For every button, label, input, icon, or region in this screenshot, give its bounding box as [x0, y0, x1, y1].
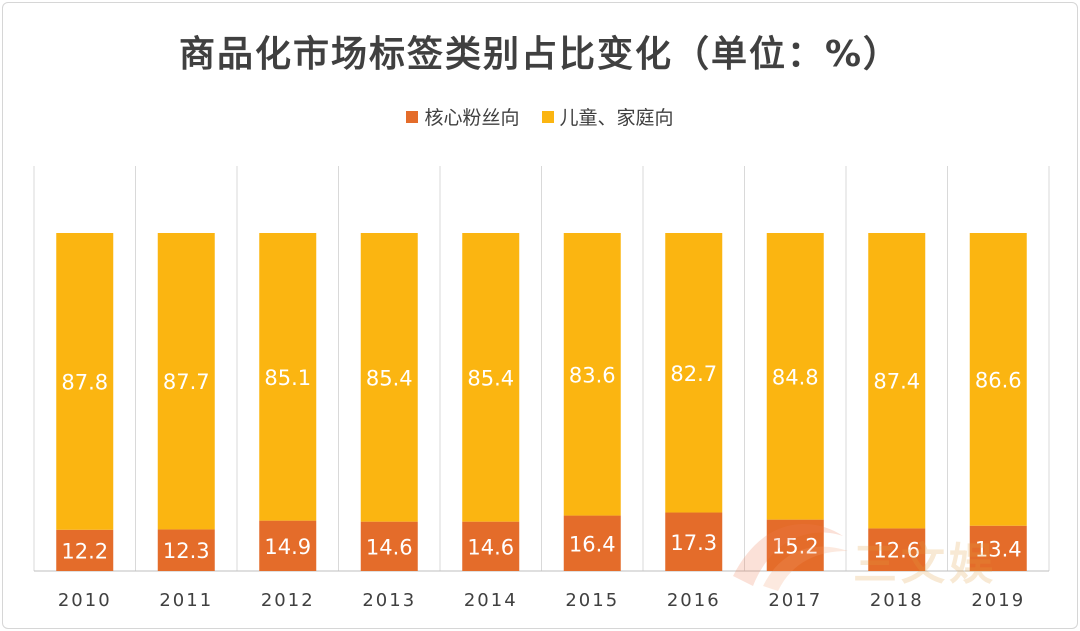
data-label: 12.2 — [61, 539, 108, 563]
bar-family-2010 — [56, 233, 114, 530]
bar-family-2016 — [665, 233, 723, 513]
x-tick-label: 2010 — [58, 590, 112, 611]
bar-core-fans-2014 — [462, 521, 520, 571]
data-label: 87.4 — [873, 370, 920, 394]
legend-label-family: 儿童、家庭向 — [559, 107, 674, 129]
x-tick-label: 2015 — [565, 590, 619, 611]
data-label: 87.8 — [61, 370, 108, 394]
chart-legend: 核心粉丝向 儿童、家庭向 — [3, 103, 1077, 130]
bar-core-fans-2018 — [868, 528, 926, 571]
data-label: 15.2 — [772, 534, 819, 558]
data-label: 14.9 — [264, 535, 311, 559]
data-label: 85.4 — [366, 366, 413, 390]
data-label: 17.3 — [670, 531, 717, 555]
legend-swatch-core-fans — [406, 110, 419, 123]
bar-core-fans-2011 — [157, 529, 215, 571]
x-tick-label: 2014 — [464, 590, 518, 611]
bar-core-fans-2019 — [969, 525, 1027, 571]
data-label: 14.6 — [467, 535, 514, 559]
bar-core-fans-2013 — [360, 521, 418, 571]
data-label: 83.6 — [569, 363, 616, 387]
bar-core-fans-2015 — [563, 515, 621, 571]
data-label: 85.1 — [264, 366, 311, 390]
x-tick-label: 2013 — [362, 590, 416, 611]
bar-core-fans-2017 — [766, 519, 824, 571]
bar-family-2013 — [360, 233, 418, 522]
x-tick-label: 2018 — [870, 590, 924, 611]
x-tick-label: 2019 — [971, 590, 1025, 611]
bar-family-2011 — [157, 233, 215, 530]
legend-swatch-family — [541, 110, 554, 123]
chart-title: 商品化市场标签类别占比变化（单位：%） — [178, 34, 902, 75]
bar-core-fans-2016 — [665, 512, 723, 571]
bar-core-fans-2010 — [56, 529, 114, 571]
x-tick-label: 2011 — [159, 590, 213, 611]
bar-family-2012 — [259, 233, 317, 521]
bar-family-2019 — [969, 233, 1027, 526]
data-label: 16.4 — [569, 532, 616, 556]
bar-family-2015 — [563, 233, 621, 516]
x-tick-label: 2016 — [667, 590, 721, 611]
data-label: 87.7 — [163, 370, 210, 394]
legend-item-core-fans: 核心粉丝向 — [406, 103, 520, 130]
data-label: 14.6 — [366, 535, 413, 559]
bar-family-2018 — [868, 233, 926, 529]
chart-plot: 12.2 87.8 2010 12.3 87.7 2011 14.9 85.1 2012 14.6… — [33, 166, 1050, 611]
data-label: 12.3 — [163, 539, 210, 563]
bar-core-fans-2012 — [259, 520, 317, 571]
data-label: 12.6 — [873, 539, 920, 563]
x-tick-label: 2012 — [261, 590, 315, 611]
data-label: 82.7 — [670, 362, 717, 386]
legend-item-family: 儿童、家庭向 — [541, 103, 674, 130]
x-tick-label: 2017 — [768, 590, 822, 611]
data-label: 84.8 — [772, 365, 819, 389]
data-label: 85.4 — [467, 366, 514, 390]
bar-family-2017 — [766, 233, 824, 520]
bar-family-2014 — [462, 233, 520, 522]
data-label: 86.6 — [975, 368, 1022, 392]
legend-label-core-fans: 核心粉丝向 — [424, 107, 520, 129]
data-label: 13.4 — [975, 537, 1022, 561]
